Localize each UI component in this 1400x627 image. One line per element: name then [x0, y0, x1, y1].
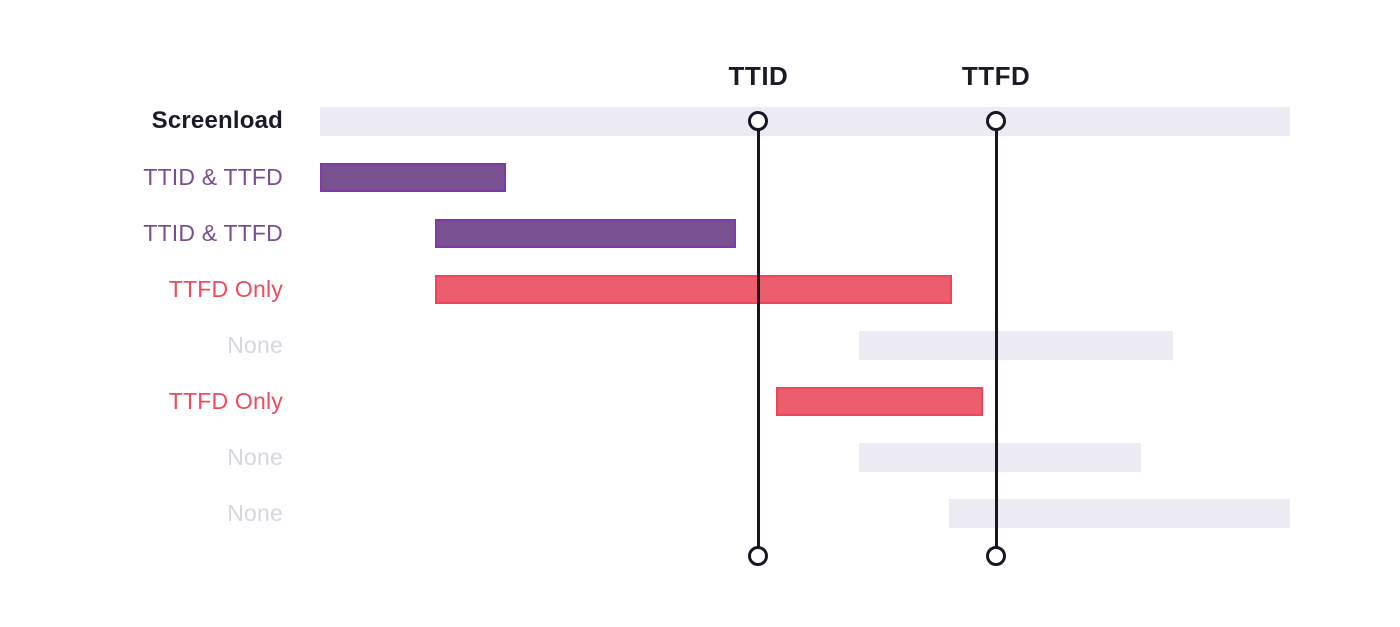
row-label-ttid_ttfd: TTID & TTFD [143, 220, 283, 246]
row-label-ttfd_only: TTFD Only [168, 276, 283, 302]
marker-circle-ttfd-bottom [986, 546, 1007, 566]
span-bar-ttfd_only [435, 274, 953, 304]
span-bar-ttfd_only [775, 386, 984, 416]
span-bar-ttid_ttfd [320, 162, 507, 192]
row-label-ttfd_only: TTFD Only [168, 388, 283, 414]
span-bar-none [859, 330, 1173, 360]
marker-circle-ttid-top [748, 111, 769, 131]
marker-label-ttid: TTID [728, 61, 789, 91]
marker-circle-ttfd-top [986, 111, 1007, 131]
span-bar-none [859, 442, 1141, 472]
row-label-none: None [227, 332, 283, 358]
span-bar-ttid_ttfd [435, 218, 737, 248]
row-label-none: None [227, 444, 283, 470]
row-label-none: None [227, 500, 283, 526]
marker-circle-ttid-bottom [748, 546, 769, 566]
row-label-screenload: Screenload [151, 107, 283, 134]
marker-line-ttfd [994, 121, 998, 556]
span-bar-none [948, 498, 1290, 528]
span-bar-screenload [320, 106, 1290, 136]
marker-line-ttid [756, 121, 760, 556]
row-label-ttid_ttfd: TTID & TTFD [143, 164, 283, 190]
marker-label-ttfd: TTFD [961, 61, 1031, 91]
